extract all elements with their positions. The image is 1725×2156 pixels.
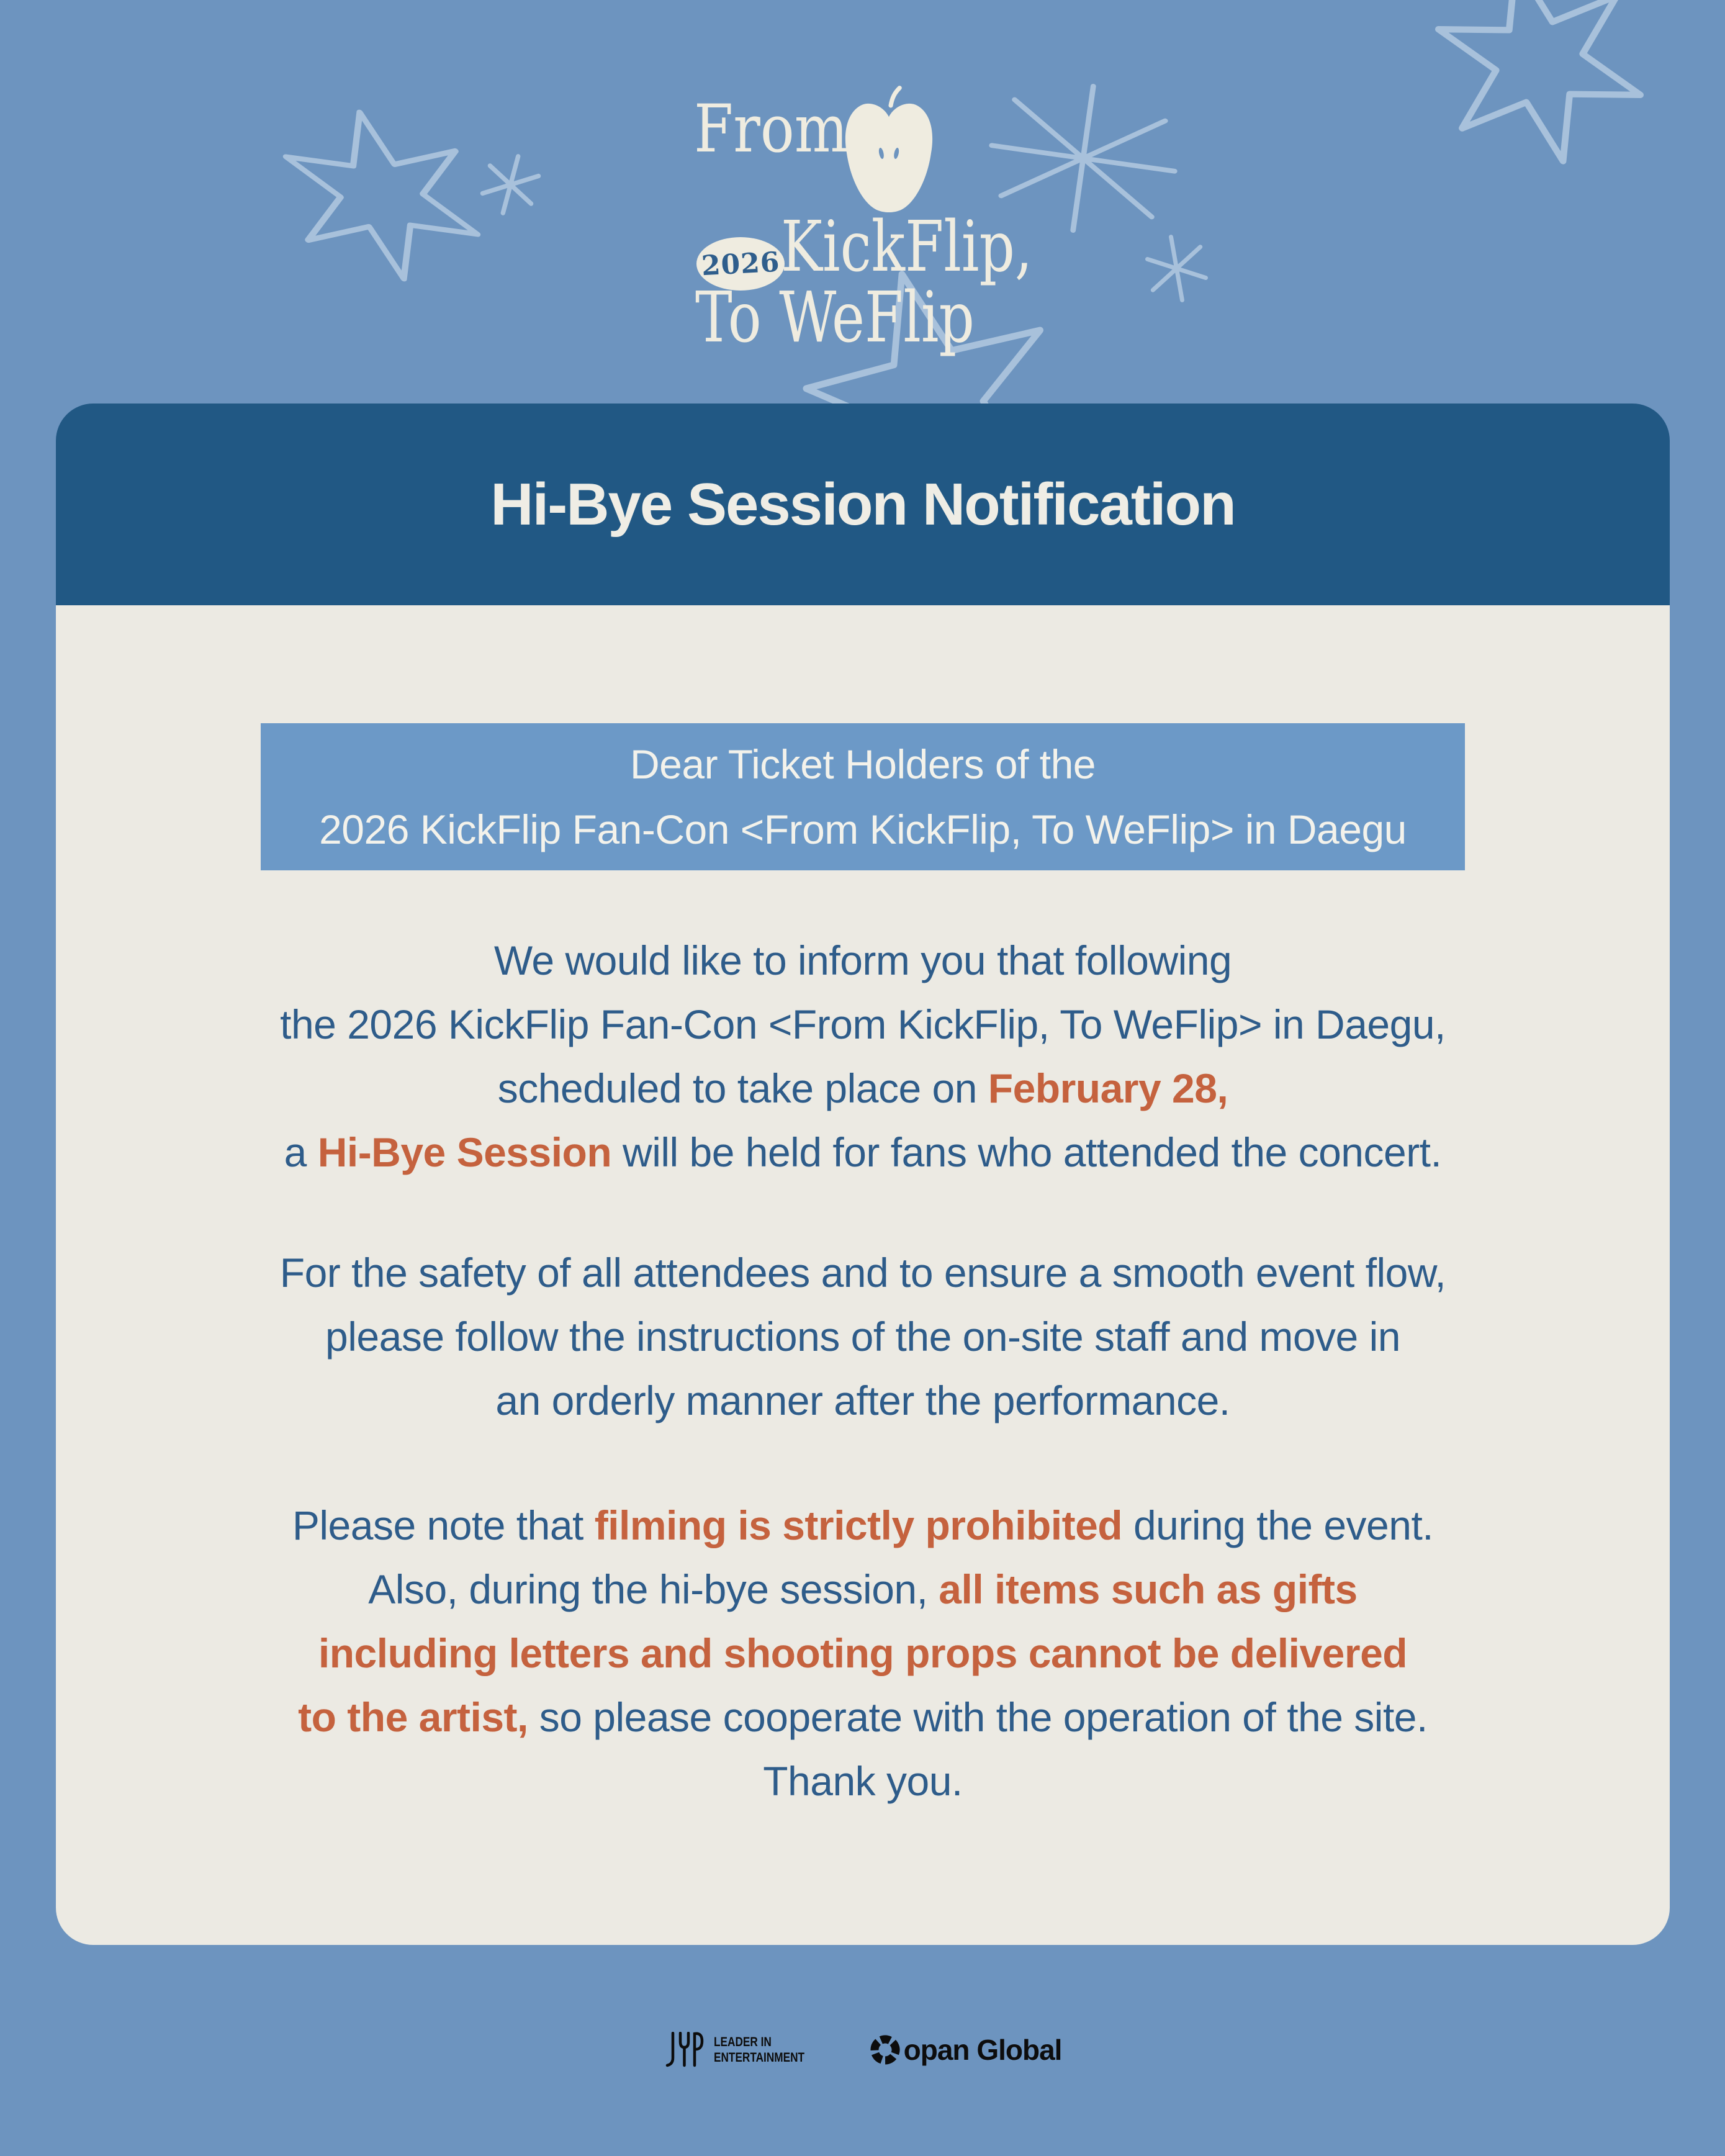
recipient-box: Dear Ticket Holders of the 2026 KickFlip…	[261, 723, 1465, 870]
text-segment: the 2026 KickFlip Fan-Con <From KickFlip…	[280, 1001, 1446, 1047]
highlighted-text-segment: Hi-Bye Session	[317, 1129, 612, 1175]
highlighted-text-segment: including letters and shooting props can…	[318, 1630, 1408, 1676]
text-segment: scheduled to take place on	[497, 1065, 988, 1111]
body-text-line: the 2026 KickFlip Fan-Con <From KickFlip…	[56, 993, 1670, 1057]
logo-text-toweflip: To WeFlip	[695, 277, 975, 358]
highlighted-text-segment: February 28,	[988, 1065, 1228, 1111]
notice-header: Hi-Bye Session Notification	[56, 404, 1670, 605]
jyp-logo: LEADER IN ENTERTAINMENT	[664, 2032, 824, 2068]
body-text-line: scheduled to take place on February 28,	[56, 1057, 1670, 1121]
jyp-tagline-line: LEADER IN	[713, 2035, 772, 2049]
logo-text-kickflip: KickFlip,	[781, 207, 1033, 287]
paragraph-rules: Please note that filming is strictly pro…	[56, 1494, 1670, 1813]
highlighted-text-segment: filming is strictly prohibited	[594, 1502, 1123, 1548]
jyp-tagline: LEADER IN ENTERTAINMENT	[714, 2034, 804, 2065]
notice-card: Dear Ticket Holders of the 2026 KickFlip…	[56, 605, 1670, 1945]
text-segment: an orderly manner after the performance.	[495, 1378, 1230, 1423]
paragraph-safety: For the safety of all attendees and to e…	[56, 1241, 1670, 1433]
text-segment: Also, during the hi-bye session,	[368, 1566, 939, 1612]
star-doodle-icon	[1434, 0, 1644, 165]
body-text-line: an orderly manner after the performance.	[56, 1369, 1670, 1433]
asterisk-doodle-icon	[1145, 235, 1208, 302]
text-segment: Thank you.	[763, 1758, 963, 1804]
text-segment: so please cooperate with the operation o…	[528, 1694, 1428, 1740]
body-text-line: Please note that filming is strictly pro…	[56, 1494, 1670, 1558]
body-text-line: Thank you.	[56, 1749, 1670, 1813]
text-segment: please follow the instructions of the on…	[325, 1314, 1400, 1360]
recipient-line: 2026 KickFlip Fan-Con <From KickFlip, To…	[319, 806, 1407, 852]
copan-global-label: opan Global	[903, 2034, 1063, 2066]
sparkle-doodle-icon	[989, 84, 1178, 233]
body-text-line: We would like to inform you that followi…	[56, 929, 1670, 993]
logo-text-from: From	[694, 91, 849, 167]
text-segment: We would like to inform you that followi…	[493, 937, 1232, 983]
aperture-c-icon	[870, 2035, 900, 2065]
apple-icon	[845, 86, 933, 212]
recipient-line: Dear Ticket Holders of the	[630, 741, 1096, 787]
copan-global-logo: opan Global	[869, 2033, 1062, 2067]
footer-logos: LEADER IN ENTERTAINMENT opan Global	[56, 2025, 1670, 2075]
text-segment: during the event.	[1122, 1502, 1434, 1548]
body-text-line: Also, during the hi-bye session, all ite…	[56, 1558, 1670, 1622]
paragraph-schedule: We would like to inform you that followi…	[56, 929, 1670, 1184]
text-segment: a	[284, 1129, 318, 1175]
asterisk-doodle-icon	[480, 154, 541, 215]
body-text-line: to the artist, so please cooperate with …	[56, 1685, 1670, 1749]
body-text-line: For the safety of all attendees and to e…	[56, 1241, 1670, 1305]
text-segment: will be held for fans who attended the c…	[611, 1129, 1442, 1175]
star-doodle-icon	[282, 109, 481, 282]
jyp-logo-icon	[665, 2032, 703, 2067]
highlighted-text-segment: to the artist,	[298, 1694, 528, 1740]
body-text-line: please follow the instructions of the on…	[56, 1305, 1670, 1369]
text-segment: For the safety of all attendees and to e…	[279, 1250, 1446, 1296]
text-segment: Please note that	[292, 1502, 595, 1548]
notice-title: Hi-Bye Session Notification	[490, 471, 1236, 538]
body-text-line: including letters and shooting props can…	[56, 1622, 1670, 1685]
year-badge-label: 2026	[700, 246, 781, 282]
year-badge: 2026	[696, 237, 785, 291]
jyp-tagline-line: ENTERTAINMENT	[713, 2050, 804, 2065]
highlighted-text-segment: all items such as gifts	[939, 1566, 1358, 1612]
body-text-line: a Hi-Bye Session will be held for fans w…	[56, 1121, 1670, 1184]
